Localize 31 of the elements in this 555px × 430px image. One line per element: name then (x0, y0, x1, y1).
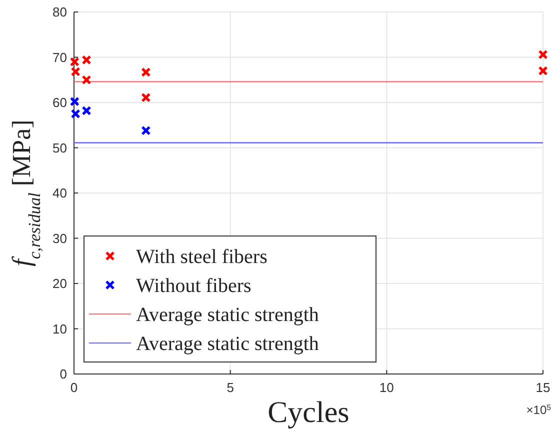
point (141, 67, 151, 77)
y-tick-label: 40 (52, 186, 67, 200)
point (141, 92, 151, 102)
y-tick-label: 50 (52, 140, 67, 156)
y-tick-label: 80 (52, 4, 67, 20)
point (82, 55, 92, 65)
y-tick-label: 60 (52, 95, 67, 110)
point (141, 126, 151, 136)
point (70, 96, 80, 106)
legend-label: Without fibers (136, 275, 252, 297)
legend-label: Average static strength (136, 333, 319, 355)
y-tick-label: 70 (52, 50, 67, 65)
point (70, 66, 80, 77)
legend-label: Average static strength (136, 304, 319, 326)
text: ×10$^{5}$ (526, 402, 552, 417)
point (82, 106, 92, 116)
y-tick-label: 0 (60, 366, 67, 382)
x-tick-label: 5 (226, 380, 234, 395)
y-tick-label: 20 (52, 276, 67, 291)
legend-label: With steel fibers (136, 246, 268, 268)
point (70, 109, 80, 119)
point (538, 66, 548, 76)
point (82, 75, 92, 85)
x-tick-label: 0 (70, 380, 78, 395)
x-tick-label: 10 (379, 380, 394, 395)
x-tick-label: 15 (536, 380, 550, 395)
point (70, 56, 80, 67)
y-tick-label: 30 (52, 230, 67, 246)
y-tick-label: 10 (52, 321, 67, 336)
x-axis-title: Cycles (268, 396, 350, 429)
point (538, 50, 548, 60)
